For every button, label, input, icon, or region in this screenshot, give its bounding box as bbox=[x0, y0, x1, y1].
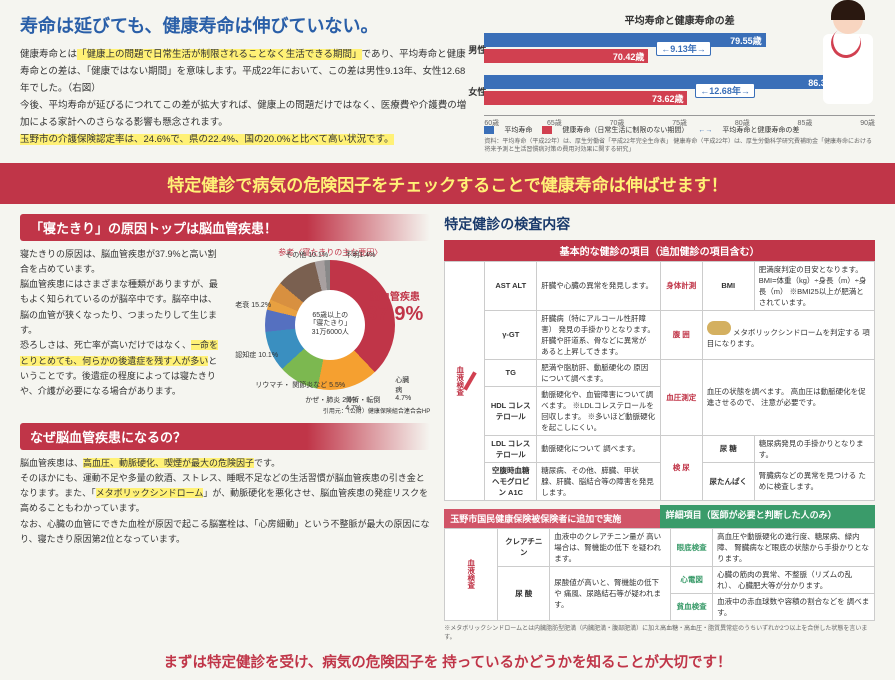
why-text: 脳血管疾患は、高血圧、動脈硬化、喫煙が最大の危険因子です。 そのほかにも、運動不… bbox=[20, 456, 430, 548]
pink-banner: 玉野市国民健康保険被保険者に追加で実施 bbox=[444, 509, 659, 528]
basic-exam-header: 基本的な健診の項目（追加健診の項目含む） bbox=[444, 240, 875, 261]
main-banner: 特定健診で病気の危険因子をチェックすることで健康寿命は伸ばせます！ bbox=[0, 163, 895, 204]
final-message: まずは特定健診を受け、病気の危険因子を 持っているかどうかを知ることが大切です！ bbox=[0, 645, 895, 680]
green-banner: 詳細項目（医師が必要と判断した人のみ） bbox=[660, 505, 875, 528]
chart-footnote: 資料：平均寿命（平成22年）は、厚生労働省「平成22年完全生命表」 健康寿命（平… bbox=[484, 139, 875, 155]
exam-table: 血液検査 AST ALT肝臓や心臓の異常を発見します。 身体計測BMI肥満度判定… bbox=[444, 261, 875, 501]
bedridden-header: 「寝たきり」の原因トップは脳血管疾患！ bbox=[20, 214, 430, 241]
exam-footnote: ※メタボリックシンドロームとは内臓脂肪型肥満（内臓肥満・腹部肥満）に加え高血糖・… bbox=[444, 623, 875, 641]
why-header: なぜ脳血管疾患になるの？ bbox=[20, 423, 430, 450]
pie-chart: 参考〈寝たきりの主な要因〉 65歳以上の「寝たきり」31万6000人 脳血管疾患… bbox=[230, 247, 430, 415]
nurse-illustration bbox=[813, 4, 883, 134]
intro-text: 健康寿命とは「健康上の問題で日常生活が制限されることなく生活できる期間」であり、… bbox=[20, 46, 472, 149]
bedridden-text: 寝たきりの原因は、脳血管疾患が37.9%と高い割合を占めています。 脳血管疾患に… bbox=[20, 247, 224, 415]
main-title: 寿命は延びても、健康寿命は伸びていない。 bbox=[20, 12, 472, 38]
exam-header: 特定健診の検査内容 bbox=[444, 214, 875, 234]
tape-icon bbox=[707, 321, 731, 335]
syringe-icon bbox=[463, 371, 476, 390]
extra-exam-table: 血液検査 クレアチニン血液中のクレアチニン量が 高い場合は、腎機能の低下 を疑わ… bbox=[444, 528, 875, 621]
